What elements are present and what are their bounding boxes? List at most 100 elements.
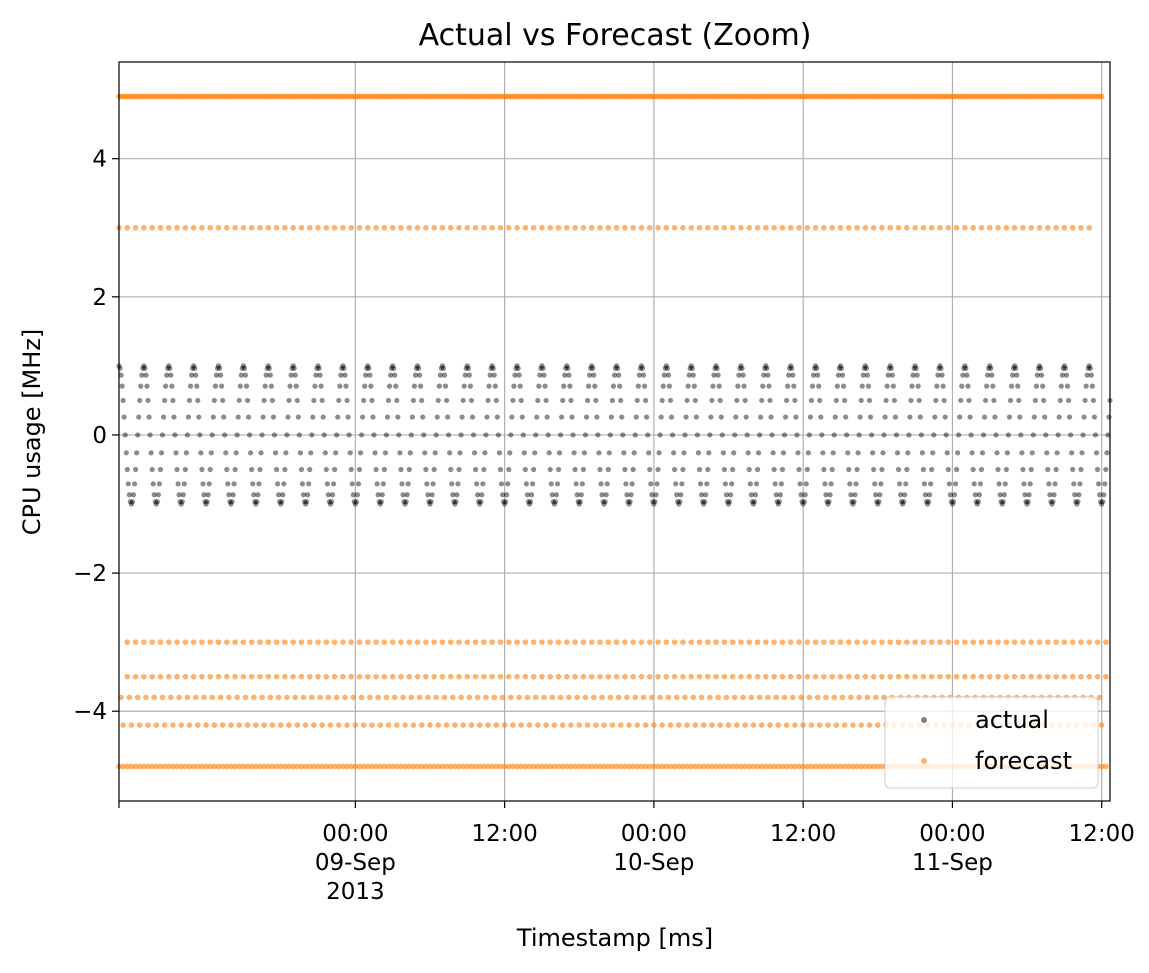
actual-point	[552, 499, 559, 505]
actual-point	[211, 397, 217, 404]
actual-point	[687, 365, 693, 371]
actual-point	[655, 466, 661, 473]
forecast-point	[912, 673, 918, 680]
forecast-point	[1003, 673, 1010, 680]
forecast-point	[219, 722, 226, 728]
actual-point	[195, 397, 201, 404]
actual-point	[1063, 372, 1070, 378]
actual-point	[1099, 501, 1105, 507]
forecast-point	[348, 673, 355, 680]
forecast-point	[566, 694, 572, 701]
actual-point	[579, 481, 585, 487]
forecast-point	[132, 639, 139, 645]
actual-point	[691, 383, 697, 389]
forecast-point	[311, 763, 317, 770]
actual-point	[398, 466, 404, 473]
forecast-point	[211, 722, 218, 728]
actual-point	[694, 432, 701, 438]
forecast-point	[273, 673, 280, 680]
actual-point	[590, 365, 596, 371]
forecast-point	[1053, 224, 1059, 231]
forecast-point	[609, 763, 616, 770]
actual-point	[257, 466, 263, 473]
actual-point	[707, 432, 713, 438]
forecast-point	[524, 694, 531, 701]
forecast-point	[282, 673, 288, 680]
actual-point	[949, 501, 956, 507]
actual-point	[456, 466, 462, 473]
forecast-point	[215, 224, 222, 231]
actual-point	[277, 499, 283, 505]
actual-point	[256, 481, 262, 487]
actual-point	[158, 450, 165, 456]
forecast-point	[617, 722, 624, 728]
actual-point	[879, 466, 885, 473]
actual-point	[676, 501, 682, 507]
actual-point	[601, 501, 607, 507]
actual-point	[387, 372, 394, 378]
actual-point	[441, 372, 448, 378]
forecast-point	[609, 722, 616, 728]
actual-point	[843, 414, 849, 420]
forecast-point	[443, 722, 450, 728]
forecast-point	[945, 224, 952, 231]
forecast-point	[845, 639, 852, 645]
actual-point	[253, 501, 259, 507]
actual-point	[430, 481, 436, 487]
x-tick-label: 00:00	[621, 821, 687, 847]
actual-point	[188, 372, 195, 378]
actual-point	[197, 432, 203, 438]
actual-point	[696, 466, 703, 473]
forecast-point	[236, 722, 243, 728]
forecast-point	[199, 224, 205, 231]
forecast-point	[381, 763, 388, 770]
forecast-point	[854, 763, 860, 770]
actual-point	[836, 365, 843, 371]
forecast-point	[734, 763, 740, 770]
actual-point	[503, 499, 509, 505]
forecast-point	[489, 673, 495, 680]
actual-point	[1065, 397, 1072, 404]
forecast-point	[439, 673, 446, 680]
actual-point	[261, 397, 267, 404]
actual-point	[900, 501, 906, 507]
actual-point	[216, 365, 223, 371]
actual-point	[432, 450, 438, 456]
forecast-point	[402, 722, 408, 728]
actual-point	[704, 481, 710, 487]
actual-point	[137, 397, 143, 404]
actual-point	[966, 397, 972, 404]
actual-point	[934, 383, 940, 389]
actual-point	[266, 365, 272, 371]
actual-point	[939, 372, 945, 378]
actual-point	[384, 414, 391, 420]
actual-point	[826, 499, 832, 505]
actual-point	[976, 492, 982, 498]
forecast-point	[248, 639, 255, 645]
forecast-point	[215, 673, 222, 680]
actual-point	[594, 414, 600, 420]
actual-point	[225, 481, 231, 487]
forecast-point	[348, 224, 355, 231]
forecast-point	[340, 224, 346, 231]
actual-point	[682, 432, 688, 438]
actual-point	[641, 383, 648, 389]
actual-point	[722, 481, 729, 487]
forecast-point	[779, 224, 786, 231]
forecast-point	[870, 763, 877, 770]
forecast-point	[232, 763, 238, 770]
forecast-point	[134, 694, 141, 701]
forecast-point	[831, 694, 838, 701]
actual-point	[204, 499, 210, 505]
actual-point	[341, 365, 347, 371]
actual-point	[575, 499, 581, 505]
forecast-point	[879, 639, 885, 645]
actual-point	[577, 499, 583, 505]
actual-point	[487, 372, 493, 378]
actual-point	[878, 481, 884, 487]
forecast-point	[489, 639, 495, 645]
forecast-point	[394, 722, 400, 728]
forecast-point	[746, 763, 753, 770]
